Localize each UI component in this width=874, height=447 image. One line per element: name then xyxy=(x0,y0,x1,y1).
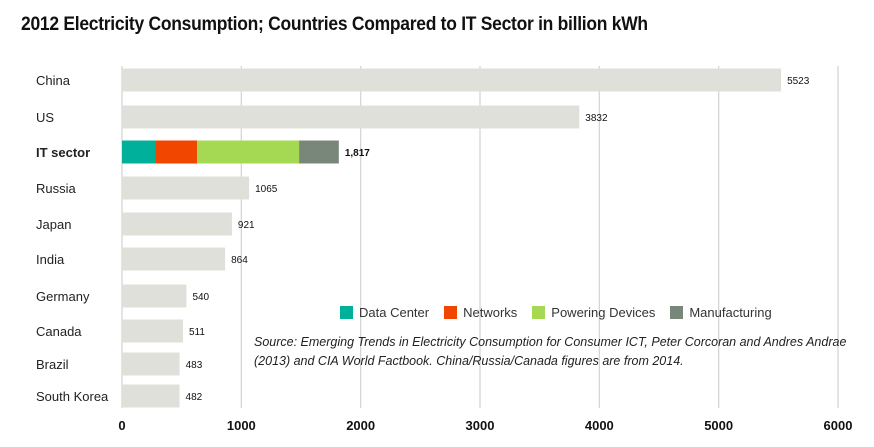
x-tick-label: 3000 xyxy=(466,418,495,433)
x-tick-label: 5000 xyxy=(704,418,733,433)
bar-segment-manufacturing xyxy=(299,140,339,164)
legend: Data Center Networks Powering Devices Manuf… xyxy=(340,305,772,320)
bar-germany xyxy=(122,284,187,308)
x-tick-label: 1000 xyxy=(227,418,256,433)
category-label: Germany xyxy=(36,289,90,304)
legend-label: Powering Devices xyxy=(551,305,656,320)
legend-item-powering-devices: Powering Devices xyxy=(532,305,655,320)
value-label: 511 xyxy=(189,327,205,338)
category-label: China xyxy=(36,73,71,88)
x-tick-label: 0 xyxy=(118,418,125,433)
bar-canada xyxy=(122,319,183,343)
value-label: 483 xyxy=(186,360,203,371)
legend-item-networks: Networks xyxy=(444,305,517,320)
category-label: Canada xyxy=(36,324,82,339)
chart-title: 2012 Electricity Consumption; Countries … xyxy=(21,14,648,35)
legend-item-manufacturing: Manufacturing xyxy=(670,305,772,320)
legend-swatch xyxy=(444,306,458,319)
bar-brazil xyxy=(122,352,180,376)
bar-south-korea xyxy=(122,384,180,408)
bar-us xyxy=(122,105,580,129)
value-label: 540 xyxy=(192,292,209,303)
source-annotation: Source: Emerging Trends in Electricity C… xyxy=(254,335,847,368)
category-label: US xyxy=(36,110,54,125)
legend-swatch xyxy=(340,306,353,319)
x-tick-label: 6000 xyxy=(824,418,853,433)
bar-china xyxy=(122,68,782,92)
category-label: Russia xyxy=(36,181,77,196)
value-label: 921 xyxy=(238,220,255,231)
x-tick-label: 2000 xyxy=(346,418,375,433)
category-label: Brazil xyxy=(36,357,69,372)
value-label: 5523 xyxy=(787,76,810,87)
legend-label: Manufacturing xyxy=(689,305,772,320)
legend-swatch xyxy=(670,306,684,319)
value-label: 864 xyxy=(231,255,248,266)
value-label: 482 xyxy=(186,392,203,403)
value-label: 1065 xyxy=(255,184,278,195)
bar-segment-networks xyxy=(155,140,198,164)
value-label: 1,817 xyxy=(345,148,370,159)
bar-india xyxy=(122,247,226,271)
category-label: South Korea xyxy=(36,389,109,404)
category-label: India xyxy=(36,252,65,267)
category-label: Japan xyxy=(36,217,71,232)
value-label: 3832 xyxy=(585,113,608,124)
category-labels: China US IT sector Russia Japan India Germany C… xyxy=(36,73,109,404)
bar-segment-powering-devices xyxy=(197,140,300,164)
category-label: IT sector xyxy=(36,145,90,160)
bar-russia xyxy=(122,176,250,200)
bar-segment-data-center xyxy=(122,140,156,164)
value-labels: 5523 3832 1,817 1065 921 864 540 511 483 482 xyxy=(186,76,810,403)
bar-japan xyxy=(122,212,232,236)
x-axis-ticks: 0 1000 2000 3000 4000 5000 6000 xyxy=(118,418,852,433)
x-tick-label: 4000 xyxy=(585,418,614,433)
legend-label: Networks xyxy=(463,305,518,320)
legend-item-data-center: Data Center xyxy=(340,305,429,320)
legend-label: Data Center xyxy=(359,305,430,320)
legend-swatch xyxy=(532,306,546,319)
gridlines xyxy=(121,66,839,408)
bars xyxy=(122,68,782,408)
